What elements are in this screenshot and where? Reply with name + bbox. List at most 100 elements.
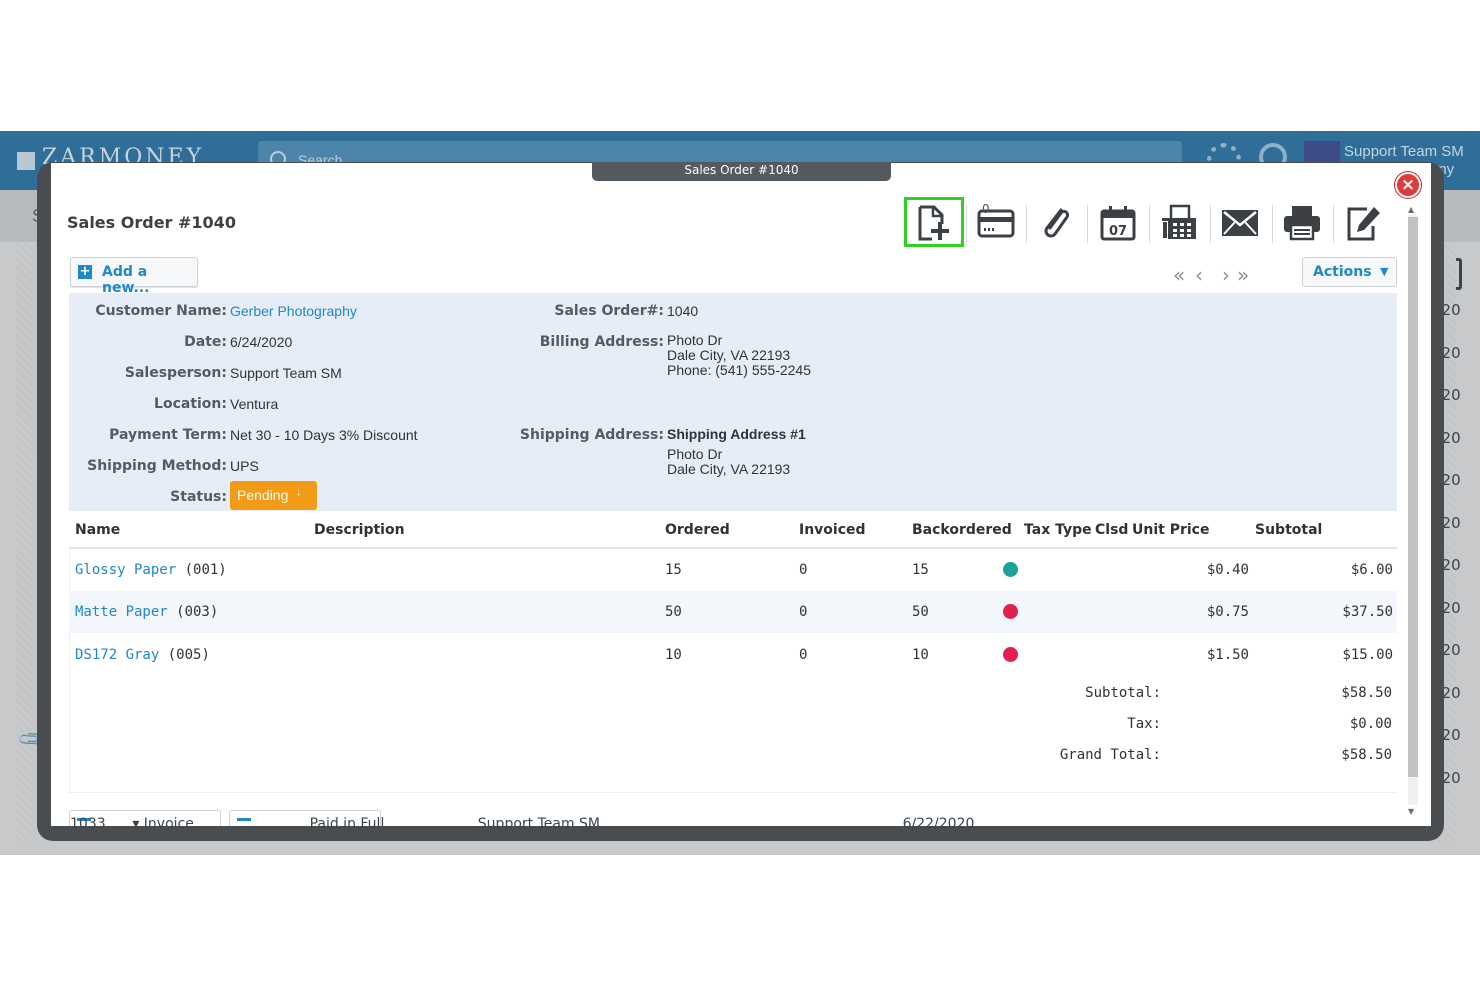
bottom-button[interactable] bbox=[229, 810, 381, 826]
shipping-address-name: Shipping Address #1 bbox=[667, 426, 806, 442]
column-invoiced[interactable]: Invoiced bbox=[799, 522, 866, 538]
edit-icon bbox=[1347, 207, 1380, 241]
salesperson-label: Salesperson: bbox=[124, 365, 227, 381]
attachments-button[interactable] bbox=[1028, 197, 1084, 247]
previous-record-icon[interactable]: ‹ bbox=[1195, 263, 1203, 287]
print-button[interactable] bbox=[1274, 197, 1330, 247]
invoiced-cell: 0 bbox=[799, 647, 808, 663]
add-new-label: Add a new... bbox=[102, 264, 150, 296]
item-link[interactable]: Glossy Paper bbox=[75, 562, 177, 578]
unit-price-cell: $0.75 bbox=[1206, 604, 1249, 620]
customer-name-label: Customer Name: bbox=[95, 303, 227, 319]
calendar-icon: 07 bbox=[1100, 206, 1136, 241]
backordered-cell: 50 bbox=[912, 604, 929, 620]
new-document-button[interactable] bbox=[904, 197, 964, 247]
date-label: Date: bbox=[184, 334, 227, 350]
item-code: (003) bbox=[167, 604, 219, 620]
scroll-down-icon[interactable]: ▼ bbox=[1408, 807, 1415, 816]
status-badge[interactable]: Pending ↓ bbox=[230, 481, 317, 510]
menu-toggle-icon[interactable] bbox=[17, 152, 35, 170]
column-subtotal[interactable]: Subtotal bbox=[1255, 522, 1323, 538]
subtotal-cell: $37.50 bbox=[1342, 604, 1393, 620]
shipping-address: Shipping Address #1 Photo Dr Dale City, … bbox=[667, 427, 806, 477]
fax-button[interactable] bbox=[1151, 197, 1207, 247]
item-code: (001) bbox=[176, 562, 227, 578]
item-link[interactable]: DS172 Gray bbox=[75, 647, 160, 663]
add-new-button[interactable]: + Add a new... bbox=[70, 257, 198, 296]
email-button[interactable] bbox=[1212, 197, 1268, 247]
date-value: 6/24/2020 bbox=[230, 334, 293, 350]
table-row[interactable]: Matte Paper (003) 50 0 50 $0.75 $37.50 bbox=[69, 591, 1397, 633]
scroll-thumb[interactable] bbox=[1408, 217, 1418, 777]
shipping-method-label: Shipping Method: bbox=[87, 458, 227, 474]
credit-card-icon bbox=[977, 209, 1015, 238]
plus-icon: + bbox=[78, 264, 92, 279]
toolbar: 07 bbox=[904, 197, 1394, 247]
sales-order-number-value: 1040 bbox=[667, 303, 699, 319]
location-label: Location: bbox=[154, 396, 227, 412]
billing-phone: Phone: (541) 555-2245 bbox=[667, 362, 811, 378]
column-clsd[interactable]: Clsd bbox=[1095, 522, 1129, 538]
grand-total-value: $58.50 bbox=[1341, 747, 1392, 763]
shipping-line: Photo Dr bbox=[667, 446, 723, 462]
ordered-cell: 15 bbox=[665, 562, 682, 578]
subtotal-value: $58.50 bbox=[1341, 685, 1392, 701]
first-record-icon[interactable]: « bbox=[1173, 263, 1186, 287]
order-info-panel: Customer Name: Gerber Photography Date: … bbox=[69, 293, 1397, 511]
modal-scrollbar[interactable]: ▲ ▼ bbox=[1406, 203, 1420, 821]
column-unit-price[interactable]: Unit Price bbox=[1132, 522, 1210, 538]
location-value: Ventura bbox=[230, 396, 279, 412]
scroll-up-icon[interactable]: ▲ bbox=[1408, 205, 1415, 214]
edit-button[interactable] bbox=[1335, 197, 1391, 247]
user-name: Support Team SM bbox=[1344, 143, 1464, 160]
status-indicator-icon bbox=[1003, 647, 1018, 662]
subtotal-label: Subtotal: bbox=[1085, 685, 1161, 701]
subtotal-cell: $6.00 bbox=[1350, 562, 1393, 578]
unit-price-cell: $0.40 bbox=[1206, 562, 1249, 578]
billing-address-label: Billing Address: bbox=[539, 334, 664, 350]
last-record-icon[interactable]: » bbox=[1237, 263, 1250, 287]
table-row[interactable]: DS172 Gray (005) 10 0 10 $1.50 $15.00 bbox=[69, 634, 1397, 676]
next-record-icon[interactable]: › bbox=[1222, 263, 1230, 287]
ordered-cell: 50 bbox=[665, 604, 682, 620]
background-list-row: 1033 ▾ Invoice Paid in Full Support Team… bbox=[70, 816, 975, 830]
column-ordered[interactable]: Ordered bbox=[665, 522, 730, 538]
billing-line: Photo Dr bbox=[667, 332, 723, 348]
sales-order-modal: Sales Order #1040 bbox=[51, 163, 1431, 826]
payment-term-value: Net 30 - 10 Days 3% Discount bbox=[230, 427, 418, 443]
subtotal-cell: $15.00 bbox=[1342, 647, 1393, 663]
column-name[interactable]: Name bbox=[75, 522, 121, 538]
backordered-cell: 15 bbox=[912, 562, 929, 578]
sales-order-number-label: Sales Order#: bbox=[554, 303, 664, 319]
backordered-cell: 10 bbox=[912, 647, 929, 663]
tax-value: $0.00 bbox=[1349, 716, 1392, 732]
line-items-table bbox=[69, 511, 1397, 793]
invoiced-cell: 0 bbox=[799, 604, 808, 620]
payment-button[interactable] bbox=[968, 197, 1024, 247]
status-value: Pending bbox=[237, 487, 289, 503]
bottom-button[interactable] bbox=[69, 810, 221, 826]
column-description[interactable]: Description bbox=[314, 522, 405, 538]
chevron-double-down-icon: ↓ bbox=[296, 486, 302, 498]
svg-text:07: 07 bbox=[1109, 224, 1127, 239]
tax-label: Tax: bbox=[1127, 716, 1161, 732]
modal-tab-title: Sales Order #1040 bbox=[592, 162, 891, 181]
table-header: Name Description Ordered Invoiced Backor… bbox=[69, 511, 1397, 549]
chevron-down-icon: ▼ bbox=[1380, 265, 1389, 278]
column-backordered[interactable]: Backordered bbox=[912, 522, 1012, 538]
attachment-count-badge: 0 bbox=[982, 202, 990, 216]
actions-dropdown[interactable]: Actions ▼ bbox=[1302, 257, 1397, 287]
mail-icon bbox=[1222, 210, 1258, 236]
close-icon[interactable]: × bbox=[1395, 172, 1421, 198]
table-row[interactable]: Glossy Paper (001) 15 0 15 $0.40 $6.00 bbox=[69, 549, 1397, 591]
billing-address: Photo Dr Dale City, VA 22193 Phone: (541… bbox=[667, 333, 811, 378]
shipping-line: Dale City, VA 22193 bbox=[667, 461, 791, 477]
calendar-button[interactable]: 07 bbox=[1090, 197, 1146, 247]
customer-name-link[interactable]: Gerber Photography bbox=[230, 303, 357, 319]
shipping-address-label: Shipping Address: bbox=[519, 427, 664, 443]
item-link[interactable]: Matte Paper bbox=[75, 604, 168, 620]
status-label: Status: bbox=[170, 489, 227, 505]
column-tax-type[interactable]: Tax Type bbox=[1024, 522, 1092, 538]
status-indicator-icon bbox=[1003, 604, 1018, 619]
